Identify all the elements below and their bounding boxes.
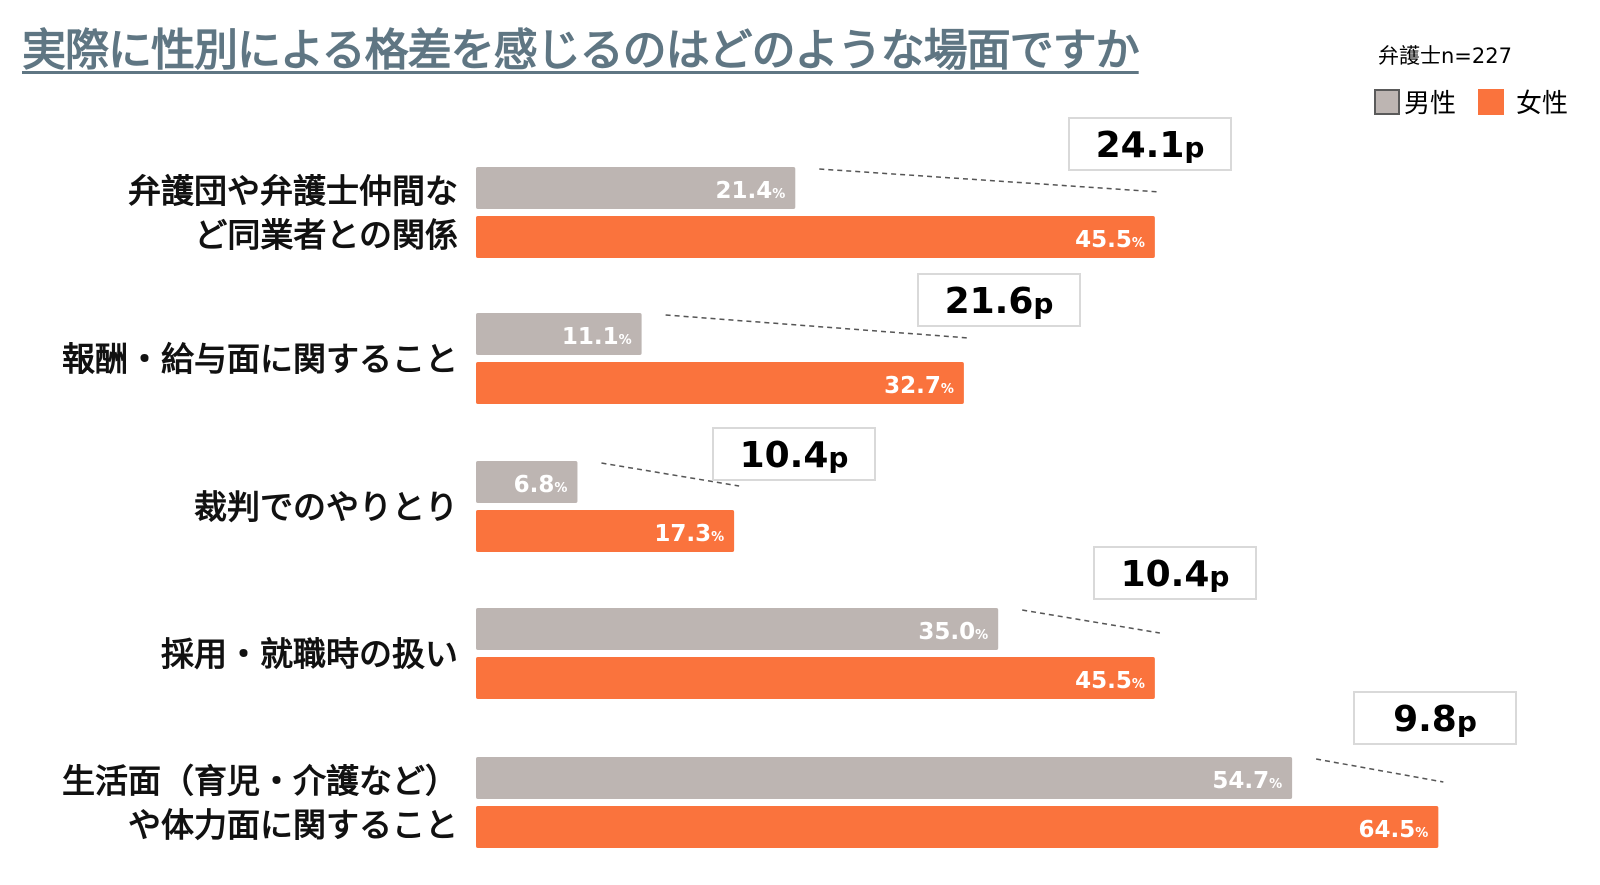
legend-label-female: 女性: [1516, 89, 1569, 119]
data-label-male: 11.1%: [562, 324, 632, 350]
difference-box: [712, 427, 876, 481]
category-label: 採用・就職時の扱い: [161, 635, 458, 674]
difference-box: [1353, 691, 1517, 745]
bar-male: [476, 313, 642, 355]
category-label: ど同業者との関係: [194, 216, 458, 255]
category-label: や体力面に関すること: [128, 806, 458, 845]
category-label: 生活面（育児・介護など）: [62, 762, 458, 801]
difference-box: [1093, 546, 1257, 600]
bar-male: [476, 461, 578, 503]
bar-male: [476, 167, 796, 209]
difference-connector: [819, 168, 1160, 193]
category-label: 裁判でのやりとり: [194, 488, 458, 527]
bar-female: [476, 657, 1155, 699]
bar-male: [476, 608, 999, 650]
category-label: 報酬・給与面に関すること: [62, 340, 458, 379]
bar-male: [476, 757, 1293, 799]
difference-box: [1068, 117, 1232, 171]
data-label-male: 6.8%: [514, 472, 568, 498]
bar-female: [476, 806, 1439, 848]
data-label-female: 45.5%: [1075, 227, 1145, 253]
difference-label: 9.8p: [1393, 699, 1477, 740]
legend: 男性 女性: [1374, 83, 1568, 120]
difference-connector: [1315, 758, 1444, 783]
difference-label: 10.4p: [740, 435, 849, 476]
bar-female: [476, 216, 1155, 258]
difference-label: 10.4p: [1121, 554, 1230, 595]
difference-connector: [1022, 609, 1160, 634]
bar-female: [476, 362, 964, 404]
legend-swatch-male: [1374, 88, 1400, 115]
legend-swatch-female: [1478, 88, 1505, 115]
chart-title: 実際に性別による格差を感じるのはどのような場面ですか: [22, 25, 1140, 76]
sample-size: 弁護士n=227: [1378, 44, 1512, 68]
data-label-female: 17.3%: [654, 521, 724, 547]
difference-label: 21.6p: [945, 281, 1054, 322]
category-label: 弁護団や弁護士仲間な: [128, 172, 458, 211]
difference-box: [917, 273, 1081, 327]
bar-female: [476, 510, 735, 552]
difference-connector: [665, 314, 969, 339]
legend-label-male: 男性: [1404, 89, 1457, 119]
difference-label: 24.1p: [1096, 125, 1205, 166]
